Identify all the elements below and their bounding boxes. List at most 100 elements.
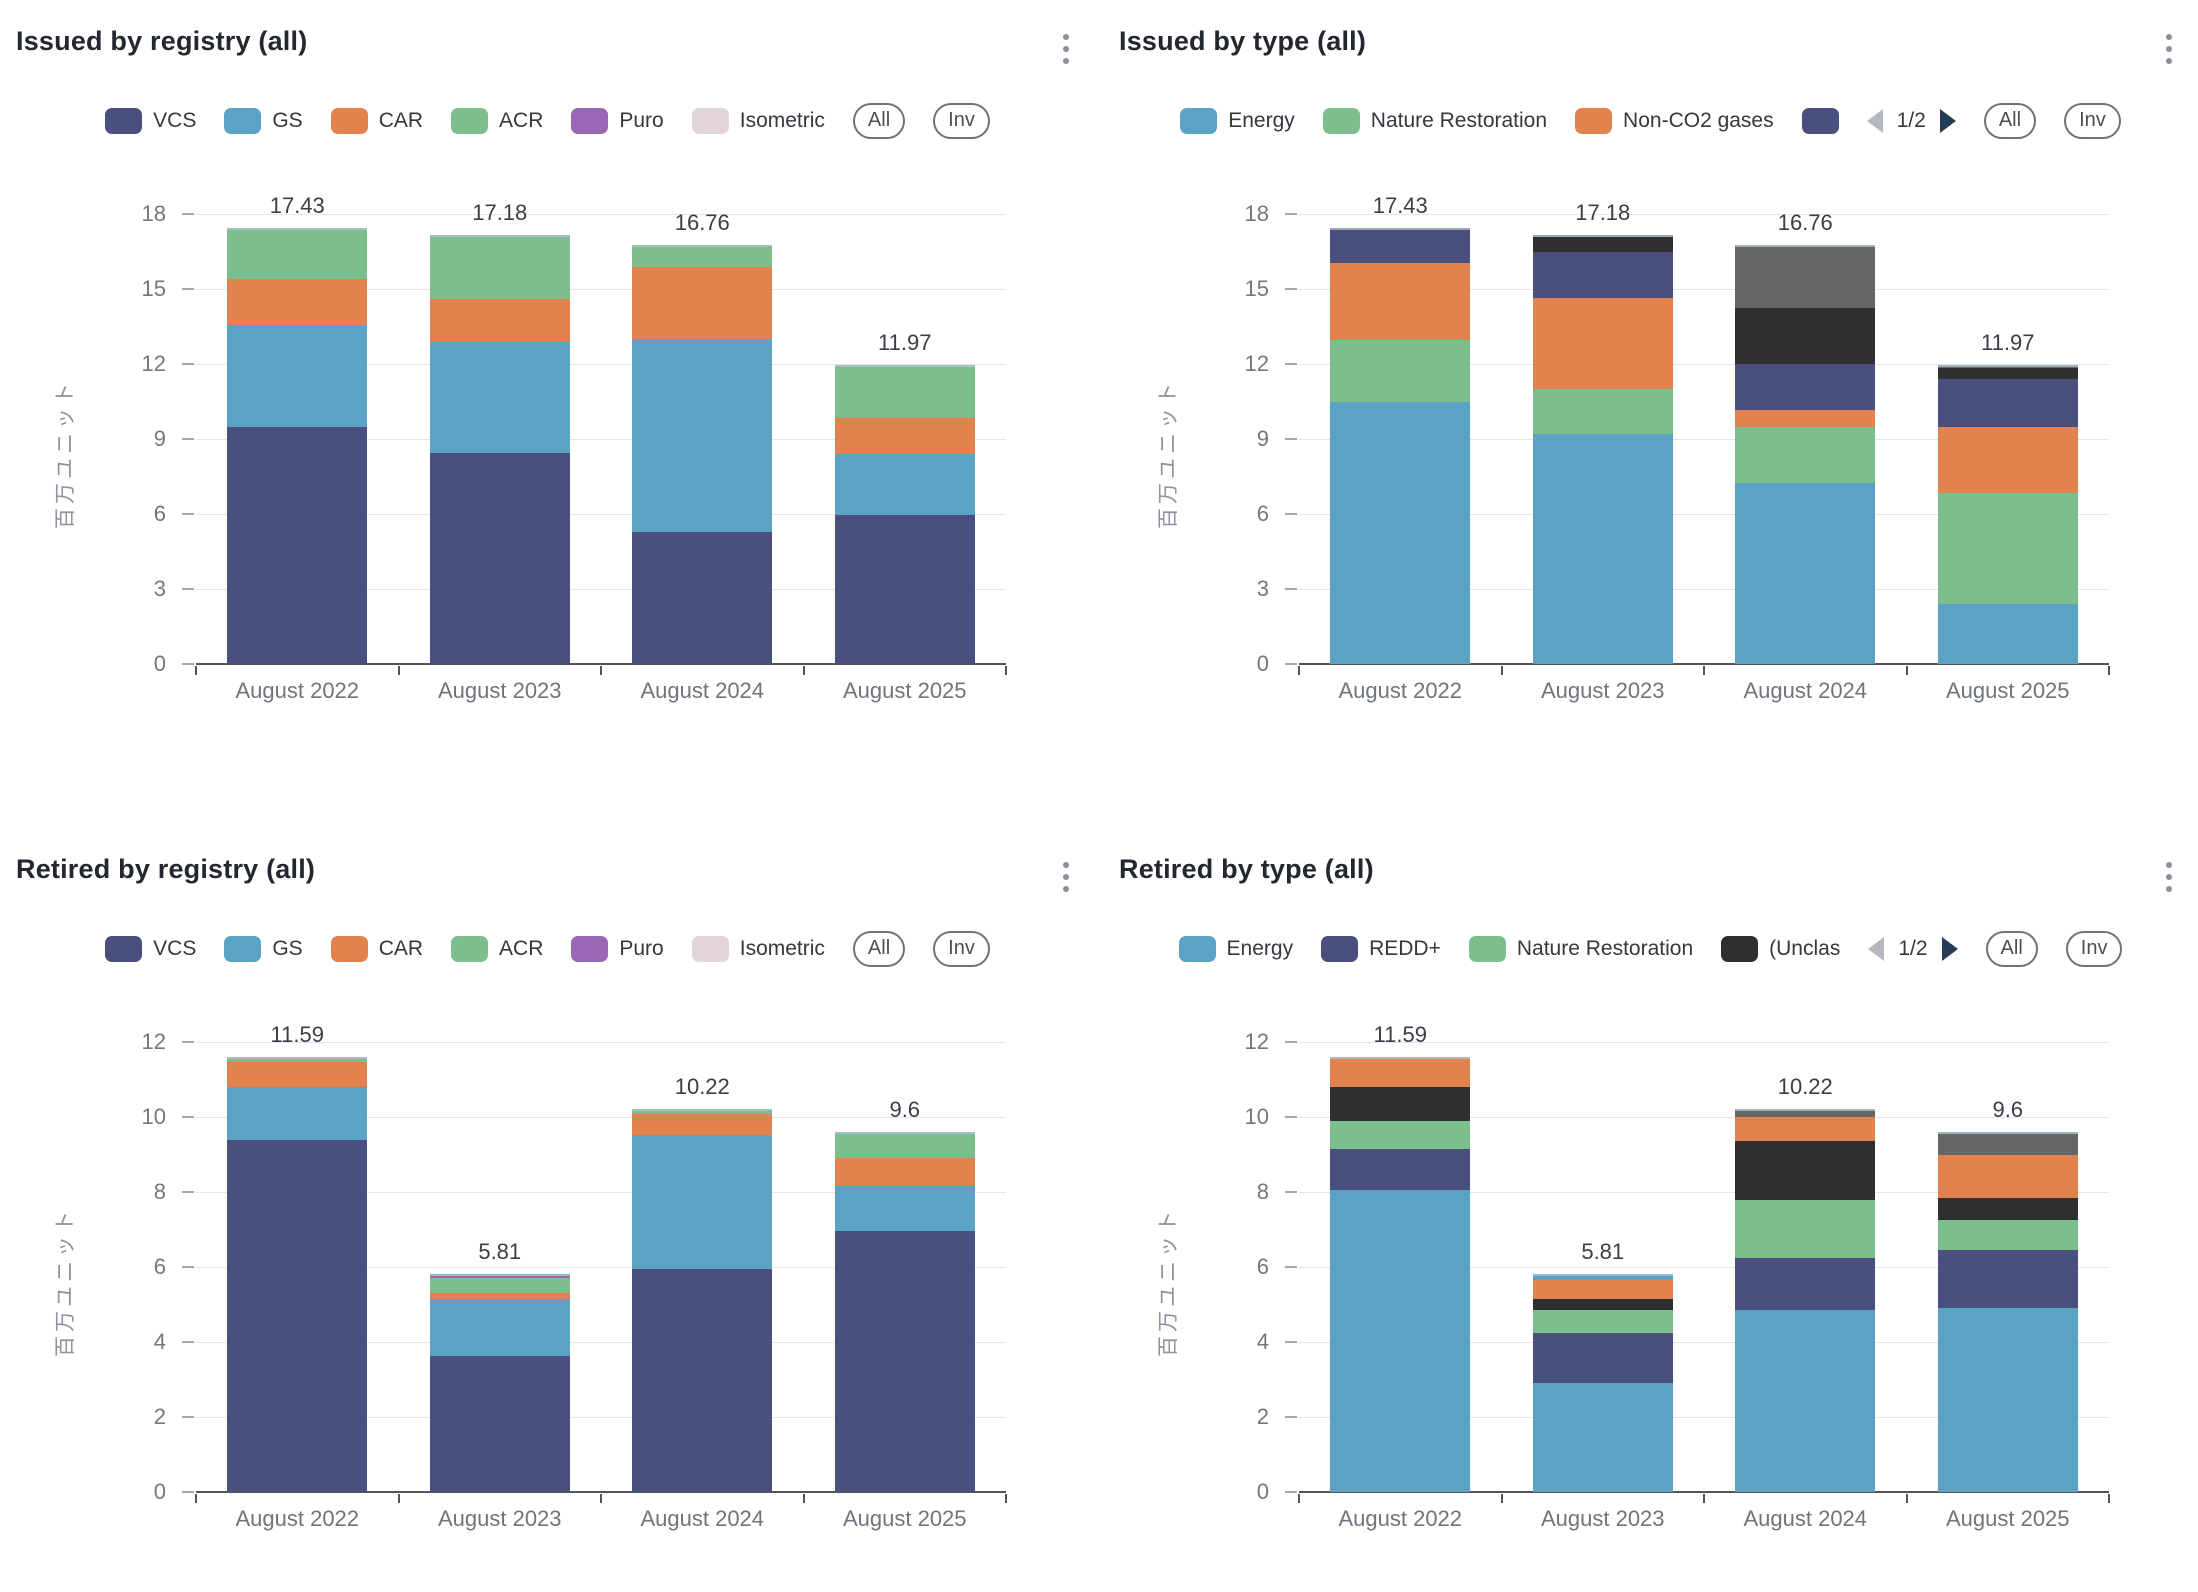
legend-prev-page-icon[interactable] (1868, 937, 1885, 961)
bar-august-2024[interactable] (632, 1108, 773, 1492)
legend-select-all-button[interactable]: All (1985, 931, 2038, 967)
legend-item-nature-restoration[interactable]: Nature Restoration (1322, 108, 1547, 134)
bar-segment-nature-restoration[interactable] (1532, 389, 1673, 434)
bar-segment-gs[interactable] (429, 341, 570, 453)
bar-segment-acr[interactable] (227, 1057, 368, 1062)
bar-segment-gs[interactable] (632, 339, 773, 532)
bar-segment-vcs[interactable] (227, 426, 368, 664)
legend-item-unlabeled[interactable] (1801, 108, 1839, 134)
bar-segment-car[interactable] (429, 299, 570, 342)
bar-august-2025[interactable] (1937, 1132, 2078, 1492)
bar-august-2023[interactable] (429, 1274, 570, 1492)
bar-segment-unlabeled[interactable] (1735, 307, 1876, 364)
bar-segment-unlabeled[interactable] (1937, 379, 2078, 427)
bar-segment-nature-restoration[interactable] (1330, 1120, 1471, 1149)
bar-segment-energy[interactable] (1735, 1310, 1876, 1492)
bar-segment-unclas[interactable] (1532, 1298, 1673, 1311)
legend-invert-selection-button[interactable]: Inv (2065, 931, 2123, 967)
legend-item-acr[interactable]: ACR (451, 108, 543, 134)
bar-segment-energy[interactable] (1937, 1308, 2078, 1492)
bar-segment-unlabeled[interactable] (1735, 1117, 1876, 1142)
bar-segment-acr[interactable] (834, 364, 975, 418)
bar-segment-unlabeled[interactable] (1735, 1108, 1876, 1117)
more-options-button[interactable] (2156, 854, 2182, 900)
bar-segment-vcs[interactable] (429, 452, 570, 664)
bar-segment-vcs[interactable] (429, 1356, 570, 1492)
bar-segment-car[interactable] (227, 1061, 368, 1087)
bar-segment-energy[interactable] (1532, 1383, 1673, 1492)
bar-segment-vcs[interactable] (834, 515, 975, 664)
bar-segment-acr[interactable] (632, 245, 773, 267)
bar-segment-acr[interactable] (632, 1108, 773, 1115)
bar-segment-energy[interactable] (1532, 434, 1673, 664)
legend-item-gs[interactable]: GS (224, 936, 303, 962)
more-options-button[interactable] (1053, 26, 1079, 72)
bar-segment-non-co2-gases[interactable] (1937, 426, 2078, 493)
bar-segment-redd[interactable] (1735, 1257, 1876, 1311)
bar-segment-unlabeled[interactable] (1937, 1154, 2078, 1198)
legend-item-vcs[interactable]: VCS (105, 936, 196, 962)
bar-segment-car[interactable] (632, 1114, 773, 1135)
bar-segment-redd[interactable] (1937, 1250, 2078, 1309)
legend-item-energy[interactable]: Energy (1178, 936, 1293, 962)
bar-segment-redd[interactable] (1330, 1148, 1471, 1191)
bar-segment-energy[interactable] (1937, 604, 2078, 664)
bar-segment-puro[interactable] (429, 1274, 570, 1279)
bar-august-2024[interactable] (632, 245, 773, 664)
legend-item-car[interactable]: CAR (330, 108, 423, 134)
bar-august-2024[interactable] (1735, 245, 1876, 664)
bar-segment-redd[interactable] (1532, 1332, 1673, 1384)
more-options-button[interactable] (2156, 26, 2182, 72)
bar-segment-nature-restoration[interactable] (1532, 1310, 1673, 1333)
bar-segment-gs[interactable] (227, 325, 368, 427)
bar-august-2025[interactable] (834, 364, 975, 664)
bar-segment-unlabeled[interactable] (1532, 1280, 1673, 1299)
bar-august-2022[interactable] (1330, 228, 1471, 664)
legend-invert-selection-button[interactable]: Inv (933, 931, 990, 967)
bar-segment-nature-restoration[interactable] (1330, 340, 1471, 402)
bar-segment-car[interactable] (429, 1293, 570, 1299)
bar-segment-nature-restoration[interactable] (1937, 492, 2078, 604)
bar-segment-non-co2-gases[interactable] (1735, 410, 1876, 427)
legend-item-puro[interactable]: Puro (571, 936, 664, 962)
bar-segment-non-co2-gases[interactable] (1532, 297, 1673, 389)
bar-segment-gs[interactable] (834, 454, 975, 516)
bar-segment-acr[interactable] (429, 234, 570, 299)
bar-segment-non-co2-gases[interactable] (1330, 262, 1471, 341)
bar-segment-acr[interactable] (834, 1132, 975, 1159)
legend-invert-selection-button[interactable]: Inv (933, 103, 990, 139)
legend-select-all-button[interactable]: All (1983, 103, 2037, 139)
bar-segment-unlabeled[interactable] (1735, 364, 1876, 411)
more-options-button[interactable] (1053, 854, 1079, 900)
bar-segment-energy[interactable] (1735, 482, 1876, 664)
legend-prev-page-icon[interactable] (1866, 109, 1883, 133)
bar-segment-unlabeled[interactable] (1532, 251, 1673, 298)
legend-item-acr[interactable]: ACR (451, 936, 543, 962)
bar-segment-unlabeled[interactable] (1532, 234, 1673, 252)
legend-next-page-icon[interactable] (1941, 937, 1958, 961)
bar-august-2023[interactable] (1532, 234, 1673, 664)
bar-segment-nature-restoration[interactable] (1735, 1199, 1876, 1258)
bar-segment-gs[interactable] (429, 1298, 570, 1357)
bar-august-2022[interactable] (227, 1057, 368, 1492)
bar-segment-energy[interactable] (1330, 401, 1471, 664)
bar-segment-unlabeled[interactable] (1937, 367, 2078, 379)
bar-segment-car[interactable] (834, 417, 975, 454)
bar-august-2025[interactable] (1937, 364, 2078, 664)
bar-segment-vcs[interactable] (834, 1231, 975, 1492)
legend-invert-selection-button[interactable]: Inv (2064, 103, 2121, 139)
bar-segment-gs[interactable] (834, 1186, 975, 1232)
bar-segment-unlabeled[interactable] (1330, 1057, 1471, 1087)
legend-item-non-co2-gases[interactable]: Non-CO2 gases (1575, 108, 1774, 134)
bar-segment-unlabeled[interactable] (1330, 230, 1471, 263)
bar-august-2023[interactable] (429, 234, 570, 664)
bar-segment-car[interactable] (632, 266, 773, 339)
bar-segment-unlabeled[interactable] (1937, 1132, 2078, 1155)
legend-select-all-button[interactable]: All (852, 103, 906, 139)
legend-item-redd[interactable]: REDD+ (1321, 936, 1441, 962)
bar-august-2022[interactable] (227, 228, 368, 664)
bar-segment-car[interactable] (834, 1158, 975, 1187)
legend-item-energy[interactable]: Energy (1180, 108, 1295, 134)
bar-segment-energy[interactable] (1330, 1190, 1471, 1492)
bar-august-2023[interactable] (1532, 1274, 1673, 1492)
